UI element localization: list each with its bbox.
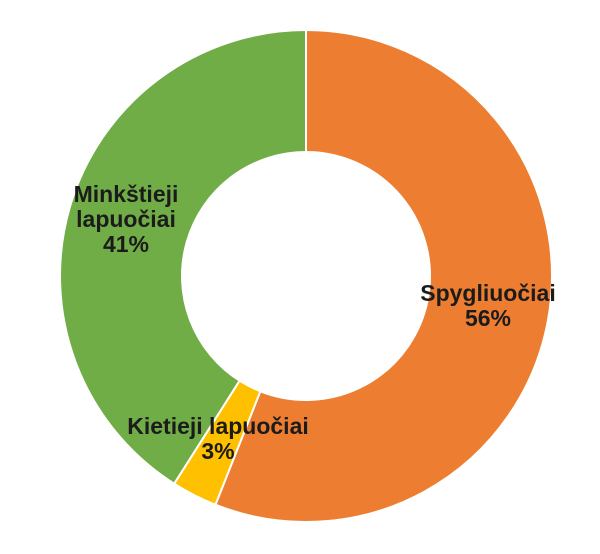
slice-spygliuociai [214,28,553,523]
slice-minkstieji-lapuociai [59,28,307,486]
